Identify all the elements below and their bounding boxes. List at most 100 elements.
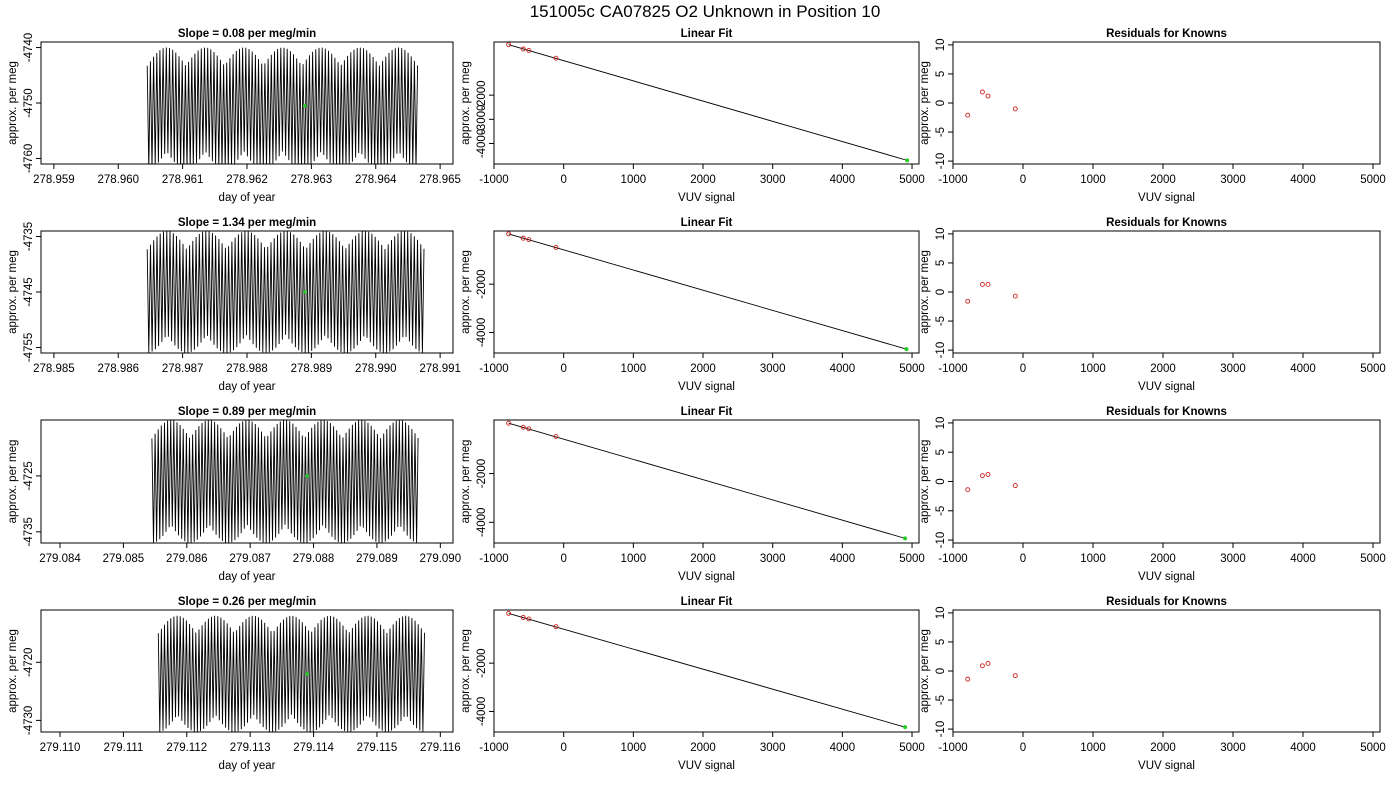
y-tick-label: 0 [935,100,947,106]
x-tick-label: 279.110 [40,742,81,754]
x-tick-label: 279.087 [229,553,271,565]
x-tick-label: 2000 [690,742,716,754]
x-axis-label: VUV signal [678,760,735,772]
signal-trace [157,615,425,732]
x-tick-label: 5000 [899,553,925,565]
panel-residuals-row-4: Residuals for Knowns -1000 0 1000 2000 3000 40… [919,596,1386,772]
x-axis-label: day of year [219,381,276,393]
panel-title: Linear Fit [681,596,733,608]
x-tick-label: 279.085 [103,553,145,565]
plot-area [506,610,908,730]
x-tick-label: 279.088 [293,553,335,565]
x-tick-label: 278.965 [419,174,461,186]
plot-frame [952,419,1381,544]
x-tick-label: 2000 [1150,363,1176,375]
x-tick-label: -1000 [938,553,967,565]
x-tick-label: -1000 [938,742,967,754]
panel-title: Linear Fit [681,406,733,418]
x-tick-label: 3000 [760,553,786,565]
x-tick-label: 278.991 [419,363,461,375]
y-tick-label: 10 [935,607,947,620]
y-axis-label: approx. per meg [919,629,931,713]
y-tick-label: -5 [935,506,947,516]
x-axis-label: VUV signal [1138,571,1195,583]
y-tick-label: 10 [935,39,947,52]
x-tick-label: 4000 [1290,363,1316,375]
plot-area [506,420,908,541]
unknown-mean-point [303,103,307,108]
x-tick-label: 279.113 [230,742,271,754]
unknown-point [905,158,910,163]
panel-title: Residuals for Knowns [1106,217,1227,229]
y-tick-label: -4000 [476,508,488,537]
y-axis-label: approx. per meg [919,250,931,334]
x-axis-label: VUV signal [678,381,735,393]
x-tick-label: 5000 [1360,553,1386,565]
y-tick-label: 5 [935,71,947,77]
plot-frame [493,609,920,733]
panel-linear-fit-row-1: Linear Fit -1000 0 1000 2000 3000 4000 5000 -200… [460,28,925,204]
panel-time-series-row-4: Slope = 0.26 per meg/min 279.110 279.111 27… [7,596,461,772]
y-tick-label: 0 [935,668,947,674]
x-tick-label: 1000 [1080,363,1106,375]
panel-linear-fit-row-2: Linear Fit -1000 0 1000 2000 3000 4000 5000 -200… [460,217,925,393]
x-tick-label: 4000 [830,742,856,754]
plot-area [506,231,909,352]
x-axis-label: day of year [219,192,276,204]
unknown-mean-point [305,474,310,478]
y-tick-label: -5 [935,127,947,137]
residual-point [979,89,985,95]
residual-point [979,473,985,479]
x-tick-label: 4000 [830,363,856,375]
x-tick-label: 0 [560,742,566,754]
known-point [520,46,526,52]
panel-title: Slope = 0.26 per meg/min [178,596,316,608]
x-axis-label: VUV signal [1138,760,1195,772]
x-tick-label: 4000 [830,553,856,565]
figure-title: 151005c CA07825 O2 Unknown in Position 1… [530,2,881,21]
y-tick-label: -4755 [23,333,35,362]
residual-point [979,281,985,287]
x-tick-label: 1000 [1080,742,1106,754]
fit-line [508,422,906,539]
y-tick-label: -4735 [23,517,35,546]
panel-residuals-row-3: Residuals for Knowns -1000 0 1000 2000 3000 40… [919,406,1386,583]
y-tick-label: 10 [935,228,947,241]
x-tick-label: 0 [1020,363,1026,375]
panel-title: Residuals for Knowns [1106,596,1227,608]
y-tick-label: 5 [935,449,947,455]
x-tick-label: 279.090 [420,553,462,565]
panel-time-series-row-2: Slope = 1.34 per meg/min 278.985 278.986 27… [7,217,461,393]
panel-title: Linear Fit [681,28,733,40]
plot-frame [952,230,1381,354]
panel-time-series-row-3: Slope = 0.89 per meg/min 279.084 279.085 27… [7,406,461,583]
y-tick-label: -5 [935,695,947,705]
x-tick-label: 279.116 [420,742,461,754]
known-point [526,426,532,432]
x-tick-label: -1000 [479,174,508,186]
fit-line [508,233,907,350]
y-axis-label: approx. per meg [460,440,472,524]
x-tick-label: 279.086 [166,553,208,565]
plot-area [965,660,1018,682]
fit-line [508,44,908,161]
y-axis-label: approx. per meg [460,61,472,145]
y-tick-label: -5 [935,316,947,326]
x-tick-label: 278.985 [33,363,75,375]
y-tick-label: -4730 [23,706,35,735]
residual-point [985,660,991,666]
plot-area [506,42,910,163]
panel-linear-fit-row-3: Linear Fit -1000 0 1000 2000 3000 4000 5000 -200… [460,406,925,583]
x-tick-label: 279.089 [356,553,398,565]
x-axis-label: VUV signal [678,192,735,204]
x-axis-label: VUV signal [1138,381,1195,393]
panel-residuals-row-2: Residuals for Knowns -1000 0 1000 2000 3000 40… [919,217,1386,393]
residual-point [965,676,971,682]
x-tick-label: 278.988 [226,363,268,375]
x-tick-label: 5000 [899,742,925,754]
x-tick-label: 2000 [1150,742,1176,754]
panel-title: Slope = 1.34 per meg/min [178,217,316,229]
y-axis-label: approx. per meg [7,629,19,713]
unknown-mean-point [303,290,307,294]
y-tick-label: 10 [935,417,947,430]
